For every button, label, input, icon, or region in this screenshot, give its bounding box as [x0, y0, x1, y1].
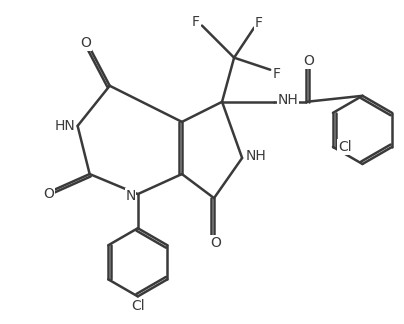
Text: Cl: Cl — [338, 140, 352, 154]
Text: F: F — [272, 67, 280, 81]
Text: O: O — [303, 54, 314, 68]
Text: NH: NH — [278, 93, 299, 107]
Text: O: O — [210, 236, 221, 250]
Text: Cl: Cl — [131, 299, 145, 313]
Text: HN: HN — [55, 119, 75, 133]
Text: F: F — [192, 15, 200, 29]
Text: O: O — [43, 187, 54, 201]
Text: F: F — [255, 16, 263, 30]
Text: NH: NH — [246, 149, 267, 163]
Text: N: N — [125, 189, 136, 203]
Text: O: O — [80, 36, 91, 50]
